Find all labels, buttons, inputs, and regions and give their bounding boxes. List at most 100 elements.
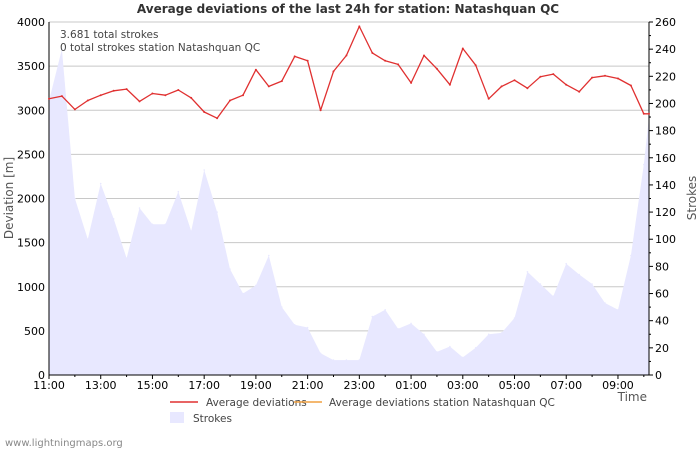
deviation-point	[332, 70, 335, 73]
deviation-series	[48, 25, 650, 120]
deviation-point	[280, 80, 283, 83]
strokes-point	[578, 273, 580, 276]
strokes-point	[190, 230, 192, 232]
deviation-point	[487, 97, 490, 100]
y2-axis-label: Strokes	[685, 176, 699, 221]
strokes-point	[125, 257, 128, 260]
y2-tick-label: 80	[655, 260, 669, 273]
x-tick-label: 07:00	[550, 379, 582, 392]
y2-tick-label: 40	[655, 315, 669, 328]
y-axis-label: Deviation [m]	[2, 157, 16, 239]
x-tick-label: 05:00	[499, 379, 531, 392]
deviation-point	[617, 77, 619, 80]
x-axis-label: Time	[617, 390, 647, 404]
y2-tick-label: 120	[655, 206, 676, 219]
x-tick-label: 15:00	[137, 379, 169, 392]
strokes-point	[526, 271, 529, 273]
strokes-point	[306, 326, 309, 329]
strokes-point	[552, 295, 555, 298]
deviation-point	[578, 90, 581, 93]
strokes-point	[384, 309, 387, 311]
strokes-point	[513, 317, 516, 319]
deviation-point	[435, 67, 438, 70]
deviation-point	[461, 47, 464, 50]
deviation-point	[345, 54, 348, 57]
deviation-point	[112, 89, 115, 92]
y2-tick-label: 180	[655, 125, 676, 138]
x-tick-label: 01:00	[395, 379, 427, 392]
strokes-point	[255, 284, 257, 287]
deviation-point	[526, 87, 529, 90]
strokes-point	[449, 345, 451, 348]
strokes-point	[410, 322, 412, 325]
strokes-series	[48, 48, 650, 375]
annotation-total-strokes: 3.681 total strokes	[60, 29, 158, 41]
deviation-point	[648, 112, 650, 115]
strokes-point	[643, 163, 645, 166]
strokes-point	[319, 352, 322, 355]
y2-tick-label: 240	[655, 43, 676, 56]
deviation-point	[267, 85, 270, 88]
deviation-point	[500, 85, 503, 88]
deviation-point	[642, 112, 645, 115]
strokes-point	[462, 356, 464, 359]
strokes-point	[177, 190, 180, 193]
annotation-station-strokes: 0 total strokes station Natashquan QC	[60, 42, 260, 54]
strokes-point	[332, 359, 335, 361]
left-axis-ticks: 0 500 1000 1500 2000 2500 3000 3500 4000	[17, 16, 45, 382]
y2-tick-label: 140	[655, 179, 676, 192]
strokes-point	[500, 332, 503, 334]
deviation-point	[423, 54, 425, 57]
strokes-point	[112, 218, 115, 220]
deviation-point	[565, 83, 568, 86]
deviation-point	[254, 68, 257, 71]
strokes-point	[436, 351, 438, 353]
strokes-point	[293, 324, 296, 326]
deviation-point	[591, 76, 594, 79]
y2-tick-label: 220	[655, 70, 676, 83]
deviation-point	[397, 63, 400, 66]
y-tick-label: 1000	[17, 281, 45, 294]
strokes-point	[345, 359, 348, 361]
strokes-point	[74, 197, 76, 200]
x-tick-label: 21:00	[292, 379, 324, 392]
strokes-point	[397, 328, 399, 330]
y2-tick-label: 260	[655, 16, 676, 29]
deviation-point	[513, 79, 516, 82]
deviation-point	[86, 99, 89, 102]
x-tick-label: 19:00	[240, 379, 272, 392]
y2-tick-label: 0	[655, 369, 662, 382]
y-tick-label: 0	[38, 369, 45, 382]
y-tick-label: 500	[24, 325, 45, 338]
deviation-point	[48, 97, 50, 100]
deviation-point	[448, 83, 451, 86]
deviation-point	[604, 74, 606, 77]
strokes-point	[591, 283, 593, 285]
strokes-point	[164, 223, 167, 226]
strokes-point	[268, 254, 270, 257]
y2-tick-label: 60	[655, 288, 669, 301]
strokes-point	[604, 302, 606, 304]
deviation-point	[410, 81, 413, 84]
strokes-point	[358, 359, 361, 361]
deviation-point	[73, 108, 76, 111]
y2-tick-label: 100	[655, 233, 676, 246]
deviation-point	[125, 88, 128, 91]
deviation-point	[229, 99, 231, 102]
deviation-point	[190, 96, 193, 99]
strokes-point	[281, 306, 283, 308]
y-tick-label: 2000	[17, 193, 45, 206]
strokes-point	[87, 238, 89, 240]
deviation-point	[99, 94, 102, 97]
x-tick-label: 09:00	[602, 379, 634, 392]
strokes-point	[371, 315, 374, 318]
strokes-point	[617, 309, 619, 311]
deviation-point	[552, 73, 555, 76]
y-tick-label: 3500	[17, 60, 45, 73]
y2-tick-label: 160	[655, 152, 676, 165]
strokes-point	[539, 283, 542, 285]
deviation-point	[306, 59, 309, 62]
deviation-point	[177, 89, 180, 91]
x-tick-label: 23:00	[343, 379, 375, 392]
